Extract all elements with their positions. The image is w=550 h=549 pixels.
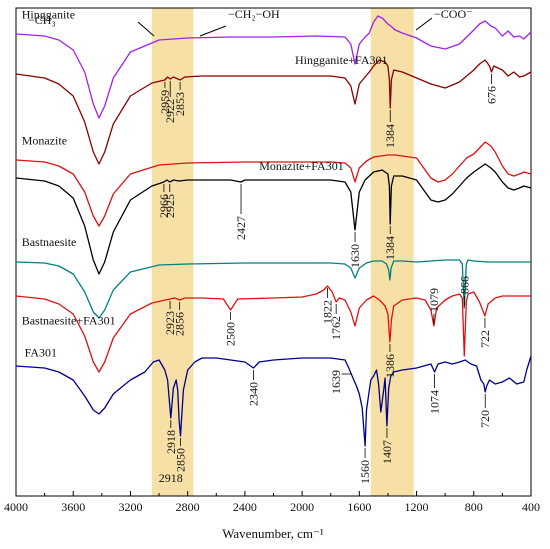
- x-tick-label: 2800: [176, 500, 200, 514]
- x-tick-label: 800: [465, 500, 483, 514]
- series-line-bastnaesite: [15, 259, 531, 319]
- peak-label-2918: 2918: [164, 420, 178, 454]
- highlight-band-1: [370, 8, 414, 496]
- peak-label-1386: 1386: [383, 344, 397, 378]
- svg-text:676: 676: [485, 86, 499, 104]
- x-axis-title: Wavenumber, cm⁻¹: [222, 526, 324, 541]
- series-line-bastnaesite-fa301: [15, 285, 531, 373]
- peak-label-1079: 1079: [427, 288, 441, 324]
- peak-label-2966: 2966: [157, 184, 171, 218]
- svg-text:722: 722: [478, 330, 492, 348]
- series-line-hingganite: [15, 15, 532, 119]
- peak-label-2427: 2427: [234, 184, 248, 240]
- peak-label-1762: 1762: [329, 304, 343, 340]
- svg-text:720: 720: [478, 410, 492, 428]
- peak-label-1630: 1630: [348, 232, 362, 268]
- peak-label-722: 722: [478, 318, 492, 348]
- group-label-ch3: −CH₃: [28, 13, 56, 27]
- series-line-hingganite-fa301: [15, 59, 532, 165]
- series-label: Bastnaesite: [22, 235, 77, 249]
- highlight-band-0: [151, 8, 194, 496]
- peak-label-2850: 2850: [174, 438, 188, 472]
- peak-label-1822: 1822: [321, 288, 335, 324]
- svg-text:2922: 2922: [163, 99, 177, 123]
- series-line-fa301: [15, 355, 532, 447]
- x-tick-label: 3200: [118, 500, 142, 514]
- svg-text:2966: 2966: [157, 194, 171, 218]
- svg-text:1560: 1560: [358, 460, 372, 484]
- series-label: FA301: [25, 346, 57, 360]
- peak-label-1384: 1384: [383, 110, 397, 148]
- peak-label-2853: 2853: [173, 82, 187, 116]
- x-tick-label: 1600: [347, 500, 371, 514]
- series-label: Monazite: [22, 133, 67, 147]
- peak-label-866: 866: [457, 276, 471, 306]
- group-label-ch2oh: −CH₂−OH: [228, 7, 280, 21]
- series-label: Bastnaesite+FA301: [22, 314, 116, 328]
- series-label: Hingganite: [22, 7, 75, 21]
- series-labels: Hingganite Hingganite+FA301 Monazite Monazi…: [22, 7, 388, 359]
- svg-text:1407: 1407: [380, 440, 394, 464]
- svg-text:2500: 2500: [224, 322, 238, 346]
- spectra-series: [15, 15, 532, 447]
- svg-text:1074: 1074: [428, 390, 442, 414]
- peak-label-2925: 2925: [163, 184, 177, 218]
- group-arrow-coo: [415, 17, 433, 31]
- svg-text:866: 866: [457, 276, 471, 294]
- svg-text:2850: 2850: [174, 448, 188, 472]
- svg-text:2959: 2959: [158, 90, 172, 114]
- peak-label-2500: 2500: [224, 312, 238, 346]
- x-tick-label: 2400: [233, 500, 257, 514]
- group-arrow-ch3: [137, 21, 155, 37]
- svg-text:1639: 1639: [329, 370, 343, 394]
- svg-text:1762: 1762: [329, 316, 343, 340]
- peak-label-2340: 2340: [246, 370, 260, 406]
- peak-label-1560: 1560: [358, 448, 372, 484]
- series-line-monazite-fa301: [15, 163, 532, 275]
- svg-text:2340: 2340: [246, 382, 260, 406]
- svg-text:1630: 1630: [348, 244, 362, 268]
- svg-text:2427: 2427: [234, 216, 248, 240]
- functional-group-labels: −CH₃ −CH₂−OH −COO⁻: [28, 7, 472, 37]
- series-line-monazite: [15, 141, 532, 227]
- peak-label-2922: 2922: [163, 81, 177, 123]
- peak-label-1639: 1639: [329, 370, 352, 394]
- peak-label-1407: 1407: [380, 428, 394, 464]
- svg-text:2856: 2856: [173, 312, 187, 336]
- svg-text:1822: 1822: [321, 300, 335, 324]
- svg-text:1384: 1384: [383, 124, 397, 148]
- peak-label-720: 720: [478, 394, 492, 428]
- peak-label-2923: 2923: [163, 301, 177, 335]
- svg-text:2925: 2925: [163, 194, 177, 218]
- x-tick-label: 3600: [61, 500, 85, 514]
- svg-text:1384: 1384: [383, 236, 397, 260]
- plot-frame: [15, 7, 532, 497]
- x-tick-label: 400: [522, 500, 540, 514]
- peak-label-1384: 1384: [383, 226, 397, 260]
- x-axis-ticks: 4000 3600 3200 2800 2400 2000 1600 1200 800 400: [4, 491, 540, 514]
- series-label: Hingganite+FA301: [295, 53, 388, 67]
- x-tick-label: 1200: [405, 500, 429, 514]
- peak-label-2856: 2856: [173, 302, 187, 336]
- group-label-coo: −COO⁻: [434, 7, 472, 21]
- svg-text:2923: 2923: [163, 311, 177, 335]
- x-tick-label: 2000: [290, 500, 314, 514]
- peak-label-bottom: 2918: [159, 471, 183, 485]
- svg-text:2853: 2853: [173, 92, 187, 116]
- x-tick-label: 4000: [4, 500, 28, 514]
- peak-label-1074: 1074: [428, 374, 442, 414]
- svg-text:1386: 1386: [383, 354, 397, 378]
- peak-label-2959: 2959: [158, 81, 172, 114]
- group-arrow-ch2oh: [199, 25, 227, 37]
- svg-text:1079: 1079: [427, 288, 441, 312]
- highlight-bands: [151, 8, 414, 496]
- peak-label-676: 676: [485, 74, 499, 104]
- series-label: Monazite+FA301: [259, 159, 344, 173]
- svg-text:2918: 2918: [164, 430, 178, 454]
